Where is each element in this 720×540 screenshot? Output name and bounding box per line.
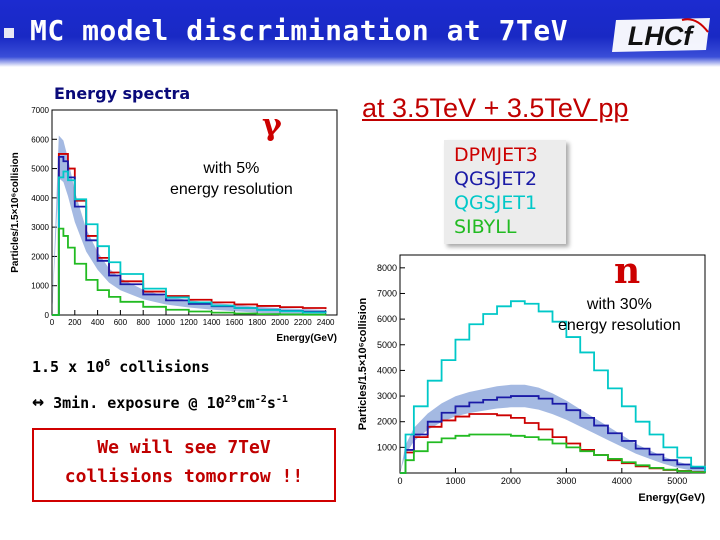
y-tick-label: 4000 <box>377 365 397 375</box>
series-sibyll <box>52 227 327 316</box>
logo-text: LHCf <box>628 21 695 51</box>
series-sibyll <box>400 433 706 474</box>
x-tick-label: 0 <box>50 318 55 327</box>
legend-qgsjet1: QGSJET1 <box>454 192 538 214</box>
legend-dpmjet3: DPMJET3 <box>454 144 538 166</box>
y-tick-label: 6000 <box>31 135 49 144</box>
neutron-resolution-line2: energy resolution <box>558 317 681 334</box>
series-qgsjet1 <box>52 170 327 316</box>
series-qgsjet1 <box>400 300 706 474</box>
y-tick-label: 2000 <box>31 252 49 261</box>
x-tick-label: 400 <box>91 318 105 327</box>
legend-sibyll: SIBYLL <box>454 216 517 238</box>
y-tick-label: 5000 <box>31 165 49 174</box>
y-axis-label: Particles/1.5×10⁶collision <box>10 152 21 273</box>
x-tick-label: 1400 <box>203 318 221 327</box>
left-chart-subtitle: Energy spectra <box>54 84 191 103</box>
x-tick-label: 5000 <box>667 476 687 486</box>
gamma-symbol: γ <box>262 108 282 143</box>
x-axis-label: Energy(GeV) <box>638 492 705 504</box>
title-bullet-icon <box>4 28 14 38</box>
y-tick-label: 8000 <box>377 263 397 273</box>
x-tick-label: 1800 <box>248 318 266 327</box>
x-tick-label: 800 <box>137 318 151 327</box>
gamma-resolution-line2: energy resolution <box>170 181 293 198</box>
model-legend: DPMJET3 QGSJET2 QGSJET1 SIBYLL <box>444 140 566 244</box>
y-tick-label: 1000 <box>377 442 397 452</box>
x-tick-label: 4000 <box>612 476 632 486</box>
y-axis-label: Particles/1.5×10⁶collision <box>357 297 369 430</box>
x-tick-label: 1200 <box>180 318 198 327</box>
x-tick-label: 1000 <box>157 318 175 327</box>
x-tick-label: 2000 <box>501 476 521 486</box>
series-qgsjet2 <box>400 395 706 474</box>
x-tick-label: 3000 <box>556 476 576 486</box>
exposure-note: ↔ 3min. exposure @ 1029cm-2s-1 <box>32 389 288 413</box>
announcement-box: We will see 7TeV collisions tomorrow !! <box>32 428 336 502</box>
y-tick-label: 6000 <box>377 314 397 324</box>
legend-qgsjet2: QGSJET2 <box>454 168 538 190</box>
y-tick-label: 0 <box>45 311 50 320</box>
gamma-resolution-line1: with 5% <box>203 160 260 177</box>
neutron-energy-spectrum-chart: 1000 2000 3000 4000 5000 6000 7000 8000 0 1000 200… <box>357 254 706 504</box>
x-tick-label: 600 <box>114 318 128 327</box>
lhcf-logo: LHCf <box>612 18 710 52</box>
y-tick-label: 4000 <box>31 194 49 203</box>
gamma-resolution-note: with 5% energy resolution <box>170 158 293 200</box>
x-tick-label: 200 <box>68 318 82 327</box>
y-tick-label: 7000 <box>377 288 397 298</box>
x-tick-label: 2400 <box>317 318 335 327</box>
y-tick-label: 5000 <box>377 340 397 350</box>
plot-frame <box>51 109 338 316</box>
double-arrow-icon: ↔ <box>32 389 45 413</box>
neutron-resolution-note: with 30% energy resolution <box>558 294 681 336</box>
neutron-resolution-line1: with 30% <box>586 296 652 313</box>
y-tick-label: 3000 <box>377 391 397 401</box>
collisions-note: 1.5 x 106 collisions <box>32 358 210 376</box>
right-heading: at 3.5TeV + 3.5TeV pp <box>362 93 629 123</box>
announcement-line2: collisions tomorrow !! <box>64 466 304 487</box>
x-tick-label: 1600 <box>226 318 244 327</box>
x-axis-label: Energy(GeV) <box>276 333 337 344</box>
announcement-line1: We will see 7TeV <box>97 437 271 458</box>
x-tick-label: 2000 <box>271 318 289 327</box>
y-tick-label: 2000 <box>377 417 397 427</box>
y-tick-label: 1000 <box>31 282 49 291</box>
x-tick-label: 0 <box>397 476 402 486</box>
y-tick-label: 3000 <box>31 223 49 232</box>
x-tick-label: 2200 <box>294 318 312 327</box>
title-bar: MC model discrimination at 7TeV LHCf <box>0 0 720 67</box>
slide-title: MC model discrimination at 7TeV <box>30 14 569 47</box>
photon-energy-spectrum-chart: 0 1000 2000 3000 4000 5000 6000 7000 0 200 400 600 8… <box>10 106 338 344</box>
neutron-symbol: n <box>614 250 641 292</box>
qgsjet2-uncertainty-band <box>400 384 705 473</box>
y-tick-label: 7000 <box>31 106 49 115</box>
x-tick-label: 1000 <box>445 476 465 486</box>
